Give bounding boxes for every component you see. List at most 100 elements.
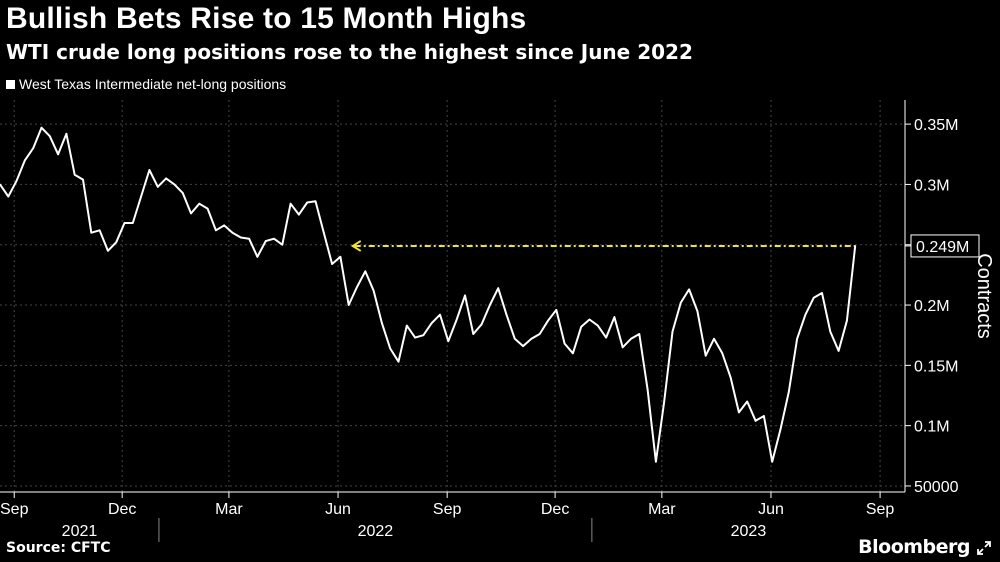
data-point-53 [439,313,441,316]
data-point-5 [40,126,43,129]
data-point-4 [32,147,34,149]
data-point-15 [123,222,126,224]
data-point-77 [638,333,641,335]
year-label-1: 2022 [358,523,394,540]
y-tick-label-5: 0.3M [914,177,950,194]
data-point-75 [621,346,624,349]
data-point-69 [572,352,574,355]
data-point-98 [812,297,815,299]
x-tick-label-3: Jun [325,501,351,518]
data-point-40 [331,263,333,265]
data-point-94 [779,428,782,431]
data-point-80 [663,400,665,403]
data-point-79 [655,461,657,463]
data-point-39 [323,231,325,234]
data-point-3 [24,159,26,162]
data-point-72 [597,324,599,327]
data-point-73 [605,336,607,339]
reference-arrow-icon [350,240,362,252]
data-point-33 [273,237,275,240]
legend-label: West Texas Intermediate net-long positio… [19,76,287,92]
bloomberg-logo: Bloomberg [858,536,970,558]
data-point-60 [497,287,500,290]
data-point-31 [256,255,259,258]
data-point-63 [522,345,524,347]
data-point-34 [281,243,284,246]
data-point-56 [464,294,466,297]
y-tick-label-6: 0.35M [914,117,958,134]
y-axis-label: Contracts [973,253,995,339]
data-point-47 [389,347,392,350]
data-point-12 [98,229,101,232]
data-point-103 [854,245,856,247]
data-point-67 [555,309,558,311]
last-value-box [910,234,980,258]
data-point-59 [489,304,491,306]
data-point-93 [771,461,773,463]
x-tick-label-6: Mar [648,501,676,518]
data-point-74 [613,316,616,318]
data-point-24 [198,202,201,205]
x-tick-label-1: Dec [108,501,136,518]
last-value-label: 0.249M [916,239,969,256]
data-point-49 [406,324,408,327]
x-tick-label-7: Jun [758,501,784,518]
data-point-101 [837,350,840,352]
data-point-42 [347,304,350,306]
data-point-50 [414,336,416,339]
data-point-9 [73,174,76,176]
data-point-83 [688,288,690,291]
data-point-20 [165,177,167,180]
data-point-22 [181,192,184,194]
year-label-0: 2021 [62,523,98,540]
data-point-100 [829,330,832,333]
data-point-17 [140,195,142,198]
data-point-8 [65,133,68,135]
data-point-102 [846,319,848,322]
data-point-37 [306,201,309,204]
chart-subtitle: WTI crude long positions rose to the hig… [6,40,693,64]
data-point-91 [754,420,757,422]
data-point-48 [397,360,400,363]
data-point-64 [530,338,533,340]
data-point-51 [422,334,425,337]
data-point-44 [364,270,367,273]
data-point-27 [223,224,225,227]
data-point-11 [90,231,93,234]
data-point-55 [455,318,458,321]
data-point-23 [190,212,192,215]
x-tick-label-4: Sep [433,501,462,518]
data-point-66 [547,319,549,322]
data-point-54 [447,340,450,343]
data-point-97 [804,313,807,316]
data-point-90 [746,400,748,403]
data-point-36 [298,213,300,216]
data-point-25 [206,207,209,210]
data-point-70 [580,326,582,328]
data-point-78 [646,388,649,391]
y-tick-label-2: 0.15M [914,358,958,375]
chart-title: Bullish Bets Rise to 15 Month Highs [6,2,527,35]
data-point-21 [173,183,176,186]
data-point-19 [157,186,159,188]
data-point-89 [738,411,740,414]
legend-swatch [6,79,15,89]
data-point-43 [356,286,358,288]
data-point-61 [505,313,508,316]
data-point-88 [729,376,732,379]
data-point-99 [821,292,823,294]
y-tick-label-3: 0.2M [914,298,950,315]
y-tick-label-1: 0.1M [914,419,950,436]
data-point-92 [763,415,765,417]
x-tick-label-2: Mar [215,501,243,518]
data-point-65 [538,333,541,335]
data-point-28 [231,231,234,234]
data-point-35 [289,202,292,205]
x-tick-label-5: Dec [541,501,569,518]
data-point-87 [721,352,724,355]
source-note: Source: CFTC [6,540,111,556]
expand-icon[interactable] [976,540,992,556]
data-point-95 [788,391,790,393]
data-point-16 [132,222,134,224]
